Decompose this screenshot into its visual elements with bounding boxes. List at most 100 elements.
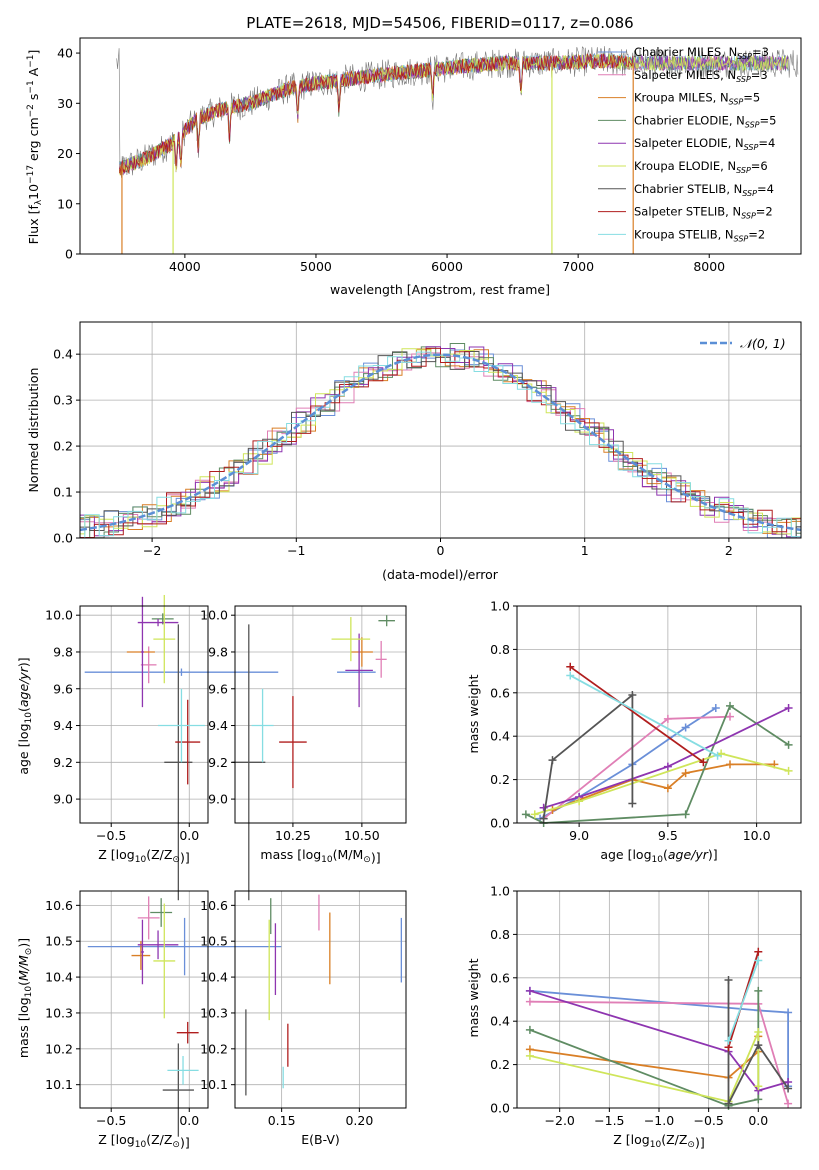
residuals-histogram-step [80, 346, 801, 538]
age-vs-mass-ytick-label: 9.0 [208, 792, 228, 807]
mass-vs-Z-xtick-label: −0.5 [96, 1113, 126, 1128]
spectrum-xtick-label: 7000 [562, 259, 594, 274]
residuals-xtick-label: 2 [725, 543, 733, 558]
spectrum-legend-label: Salpeter MILES, NSSP=3 [634, 68, 768, 84]
mass-vs-ebv-ytick-label: 10.3 [200, 1005, 228, 1020]
massweight-vs-Z-marker [754, 1028, 763, 1037]
spectrum-ytick-label: 20 [57, 146, 73, 161]
massweight-vs-Z-xtick-label: −1.0 [644, 1113, 674, 1128]
mass-vs-ebv-ytick-label: 10.6 [200, 898, 228, 913]
massweight-vs-age-marker [530, 810, 539, 819]
age-vs-Z-ytick-label: 10.0 [45, 608, 73, 623]
spectrum-ytick-label: 30 [57, 96, 73, 111]
massweight-vs-age-marker [663, 784, 672, 793]
residuals-ytick-label: 0.3 [53, 393, 73, 408]
age-vs-Z-xtick-label: 0.0 [179, 828, 199, 843]
massweight-vs-Z-marker [724, 975, 733, 984]
massweight-vs-age-marker [711, 703, 720, 712]
mass-vs-Z-ytick-label: 10.4 [45, 970, 73, 985]
age-vs-Z-ytick-label: 9.8 [53, 644, 73, 659]
massweight-vs-age-series-line [569, 674, 719, 757]
age-vs-Z-xtick-label: −0.5 [96, 828, 126, 843]
mass-vs-Z-frame [79, 890, 209, 1109]
residuals-legend: 𝒩(0, 1) [700, 336, 786, 351]
massweight-vs-age-marker [663, 714, 672, 723]
age-vs-mass-ytick-label: 9.6 [208, 681, 228, 696]
massweight-vs-age-series-line [542, 693, 634, 819]
mass-vs-Z-ytick-label: 10.6 [45, 898, 73, 913]
massweight-vs-age-marker [784, 740, 793, 749]
massweight-vs-age-xtick-label: 10.0 [743, 828, 771, 843]
massweight-vs-age-series-line [569, 666, 704, 763]
massweight-vs-age-marker [699, 758, 708, 767]
residuals-xtick-label: 1 [581, 543, 589, 558]
spectrum-legend-label: Kroupa STELIB, NSSP=2 [634, 227, 765, 243]
massweight-vs-Z-marker [784, 1084, 793, 1093]
mass-vs-ebv-ytick-label: 10.1 [200, 1077, 228, 1092]
massweight-vs-Z-marker [754, 1095, 763, 1104]
spectrum-ytick-label: 40 [57, 46, 73, 61]
residuals-ytick-label: 0.0 [53, 531, 73, 546]
massweight-vs-age-marker [521, 810, 530, 819]
massweight-vs-Z-ytick-label: 0.8 [490, 927, 510, 942]
spectrum-legend-label: Kroupa ELODIE, NSSP=6 [634, 159, 768, 175]
massweight-vs-age-marker [713, 751, 722, 760]
residuals-gaussian-curve [79, 353, 802, 532]
massweight-vs-age-xtick-label: 9.0 [569, 828, 589, 843]
mass-vs-Z-ytick-label: 10.5 [45, 934, 73, 949]
mass-vs-ebv-panel: 0.15 0.20 10.1 10.2 10.3 10.4 10.5 10.6 E(B-V) [200, 890, 407, 1147]
massweight-vs-Z-series-line [529, 989, 789, 1087]
massweight-vs-age-series-line [534, 752, 789, 816]
spectrum-legend-label: Chabrier MILES, NSSP=3 [634, 45, 769, 61]
residuals-xtick-label: −1 [287, 543, 305, 558]
massweight-vs-age-xtick-label: 9.5 [658, 828, 678, 843]
mass-vs-ebv-ytick-label: 10.4 [200, 970, 228, 985]
massweight-vs-age-ytick-label: 0.6 [490, 685, 510, 700]
residuals-ytick-label: 0.2 [53, 439, 73, 454]
mass-vs-ebv-xtick-label: 0.15 [268, 1113, 296, 1128]
spectrum-lines [116, 46, 799, 254]
massweight-vs-age-ylabel: mass weight [466, 674, 481, 753]
massweight-vs-Z-ylabel: mass weight [466, 958, 481, 1037]
massweight-vs-age-marker [784, 703, 793, 712]
massweight-vs-Z-ytick-label: 1.0 [490, 884, 510, 899]
mass-vs-ebv-ytick-label: 10.5 [200, 934, 228, 949]
spectrum-xtick-label: 5000 [300, 259, 332, 274]
massweight-vs-Z-marker [525, 1025, 534, 1034]
age-vs-mass-ytick-label: 10.0 [200, 608, 228, 623]
age-vs-mass-panel: 10.25 10.50 9.0 9.2 9.4 9.6 9.8 10.0 mass [log10… [200, 605, 407, 901]
age-vs-Z-panel: −0.5 0.0 9.0 9.2 9.4 9.6 9.8 10.0 Z [log10(Z/Z⊙)… [45, 594, 279, 901]
spectrum-xtick-label: 4000 [169, 259, 201, 274]
massweight-vs-age-marker [663, 762, 672, 771]
residuals-ytick-label: 0.1 [53, 485, 73, 500]
massweight-vs-age-marker [726, 701, 734, 710]
age-vs-mass-ytick-label: 9.2 [208, 755, 228, 770]
massweight-vs-age-frame [516, 605, 802, 824]
massweight-vs-age-panel: 9.0 9.5 10.0 0.0 0.2 0.4 0.6 0.8 1.0 age [log10(a… [490, 599, 802, 865]
mass-vs-Z-xtick-label: 0.0 [179, 1113, 199, 1128]
massweight-vs-age-marker [726, 760, 734, 769]
age-vs-Z-ytick-label: 9.6 [53, 681, 73, 696]
mass-vs-ebv-xtick-label: 0.20 [345, 1113, 373, 1128]
massweight-vs-age-ytick-label: 0.8 [490, 642, 510, 657]
age-vs-mass-xtick-label: 10.50 [344, 828, 380, 843]
age-vs-Z-ytick-label: 9.4 [53, 718, 73, 733]
massweight-vs-Z-xtick-label: 0.0 [748, 1113, 768, 1128]
mass-vs-Z-panel: −0.5 0.0 10.1 10.2 10.3 10.4 10.5 10.6 Z [log10(… [45, 890, 282, 1150]
massweight-vs-Z-xlabel: Z [log10(Z/Z⊙)] [613, 1132, 704, 1150]
spectrum-legend-label: Chabrier ELODIE, NSSP=5 [634, 113, 776, 129]
age-vs-Z-xlabel: Z [log10(Z/Z⊙)] [98, 847, 189, 865]
massweight-vs-age-xlabel: age [log10(age/yr)] [600, 847, 717, 865]
mass-vs-ebv-xlabel: E(B-V) [301, 1132, 340, 1147]
massweight-vs-age-ytick-label: 0.4 [490, 729, 510, 744]
spectrum-ytick-label: 10 [57, 196, 73, 211]
massweight-vs-Z-ytick-label: 0.2 [490, 1057, 510, 1072]
massweight-vs-age-ytick-label: 0.0 [490, 816, 510, 831]
spectrum-axes: 4000 5000 6000 7000 8000 0 10 20 30 40 [57, 37, 802, 274]
massweight-vs-Z-marker [525, 997, 534, 1006]
massweight-vs-Z-marker [754, 947, 763, 956]
massweight-vs-Z-series-line [529, 989, 789, 1092]
spectrum-legend-label: Chabrier STELIB, NSSP=4 [634, 182, 774, 198]
age-vs-mass-ytick-label: 9.8 [208, 644, 228, 659]
